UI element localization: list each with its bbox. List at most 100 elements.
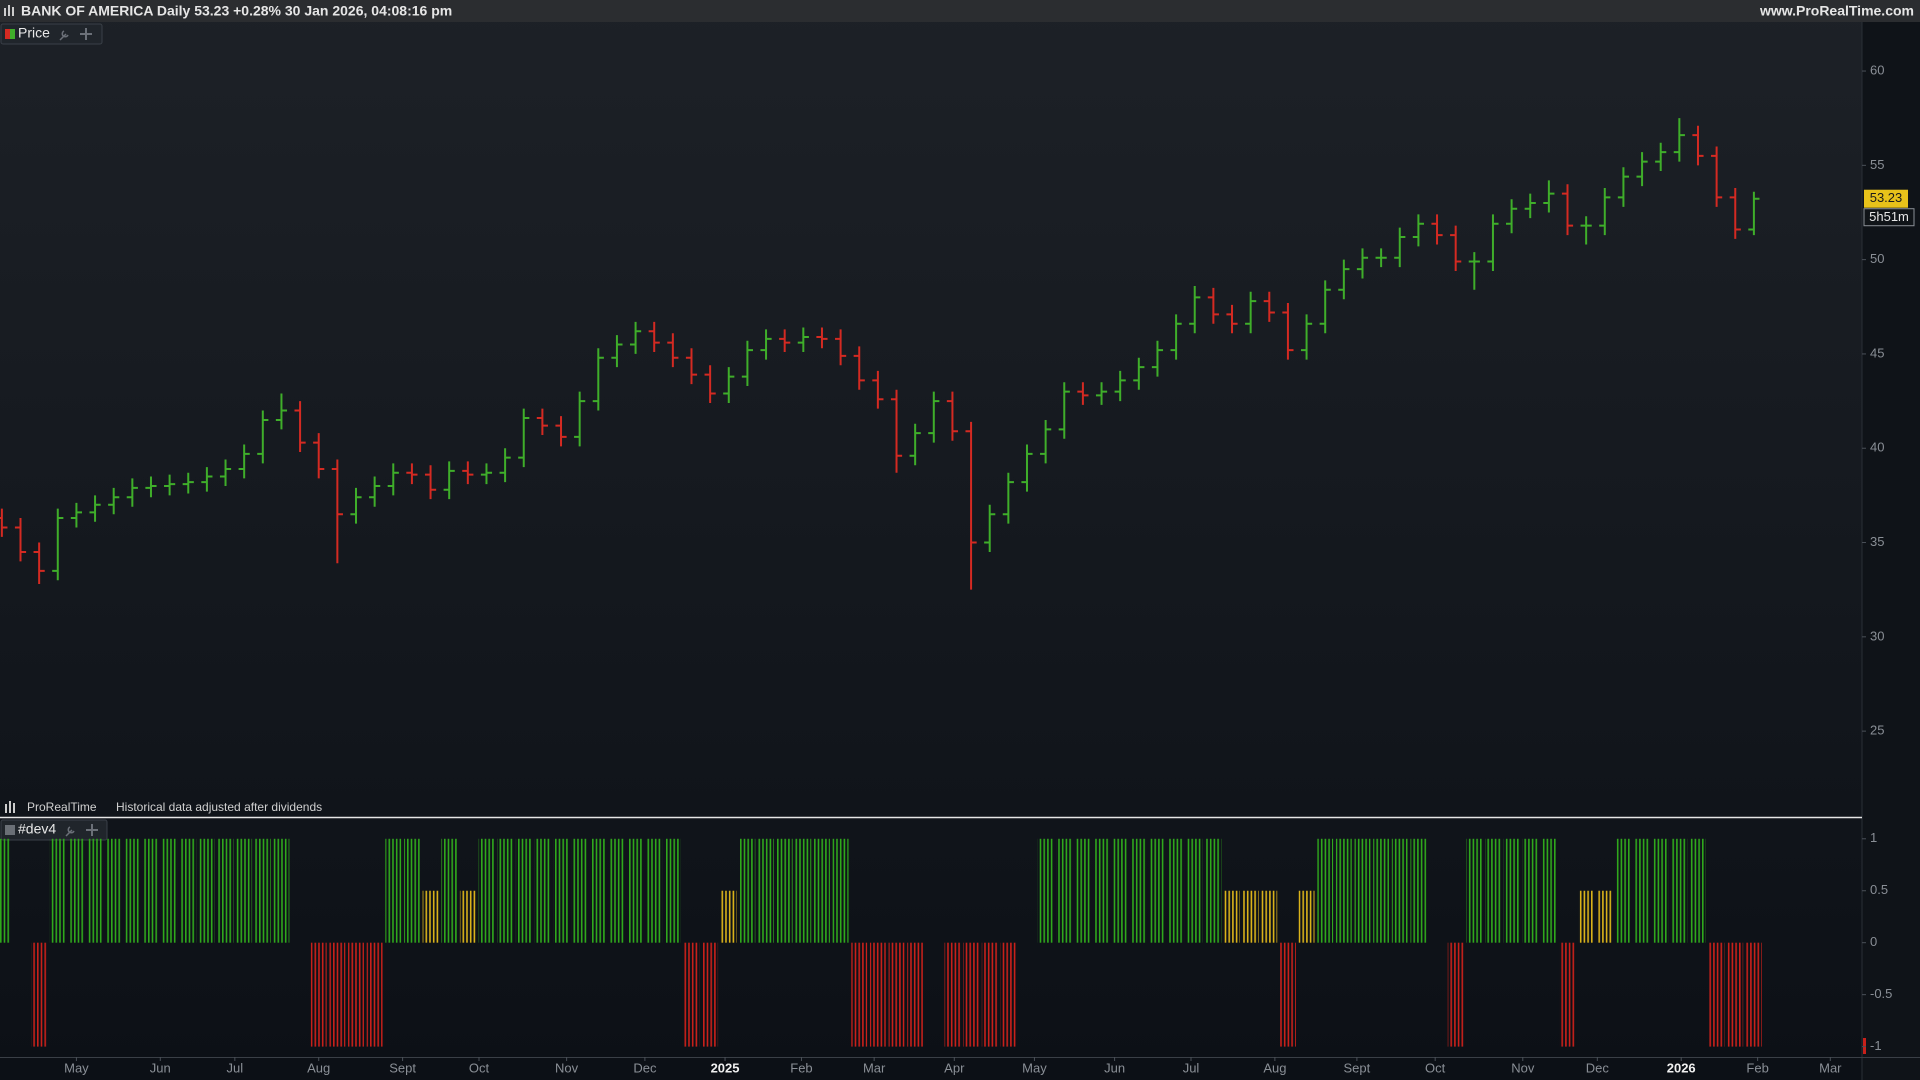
ohlc-bar (928, 391, 940, 443)
x-tick-label: Mar (863, 1060, 886, 1075)
indicator-bar (1634, 838, 1650, 943)
indicator-bar (1615, 838, 1632, 943)
ohlc-bar (238, 444, 250, 479)
indicator-bar (981, 942, 998, 1047)
indicator-bar (1503, 838, 1520, 943)
indicator-bar (1708, 942, 1725, 1047)
ohlc-bar (89, 495, 101, 522)
y-tick-label: 0.5 (1870, 882, 1888, 897)
y-tick-label: 0 (1870, 934, 1877, 949)
ohlc-bar (499, 448, 511, 483)
ohlc-bar (257, 410, 269, 464)
indicator-bar (1540, 838, 1557, 943)
indicator-bar (273, 838, 290, 943)
ohlc-bar (536, 408, 548, 436)
ohlc-bar (518, 408, 530, 468)
ohlc-bar (1095, 382, 1108, 405)
x-tick-label: 2026 (1667, 1060, 1696, 1075)
header-website[interactable]: www.ProRealTime.com (1759, 3, 1914, 19)
axis-background (1862, 22, 1920, 1080)
ohlc-bar (1412, 214, 1424, 247)
ohlc-bar (1673, 118, 1685, 162)
ohlc-bar (70, 502, 83, 528)
ohlc-bar (1487, 214, 1499, 271)
ohlc-bar (1431, 214, 1443, 245)
indicator-bar (1447, 942, 1464, 1047)
indicator-bar (497, 838, 514, 943)
y-tick-label: -1 (1870, 1038, 1882, 1053)
ohlc-bar (1580, 216, 1592, 245)
ohlc-bar (1002, 472, 1014, 524)
axis-marker (1863, 1038, 1866, 1054)
ohlc-bar (1338, 259, 1350, 300)
indicator-bar (1671, 838, 1688, 943)
x-tick-label: Jul (1183, 1060, 1200, 1075)
ohlc-bar (1394, 227, 1406, 268)
ohlc-bar (760, 329, 772, 360)
indicator-bar (1522, 838, 1539, 943)
ohlc-bar (108, 487, 120, 515)
add-icon[interactable] (86, 824, 98, 836)
indicator-bar (1205, 838, 1222, 943)
price-icon (5, 29, 10, 39)
ohlc-bar (294, 401, 306, 453)
y-tick-label: 30 (1870, 628, 1884, 643)
indicator-bar (217, 838, 234, 943)
ohlc-bar (331, 459, 343, 564)
ohlc-bar (872, 370, 884, 409)
indicator-bar (1186, 838, 1203, 943)
indicator-bar (720, 890, 737, 943)
indicator-bar (851, 942, 868, 1047)
ohlc-bar (685, 348, 698, 385)
indicator-bar (1093, 838, 1110, 943)
y-tick-label: 50 (1870, 251, 1884, 266)
ohlc-bar (14, 518, 27, 562)
indicator-bar (1559, 942, 1576, 1047)
ohlc-bar (387, 463, 399, 496)
ohlc-bar (779, 329, 791, 353)
indicator-bar (664, 838, 681, 943)
ohlc-bar (1133, 357, 1145, 390)
indicator-bar (795, 838, 812, 943)
ohlc-bar (1711, 146, 1723, 207)
ohlc-bar (0, 508, 8, 537)
indicator-bar (1373, 838, 1390, 943)
ohlc-bar (1040, 419, 1052, 464)
add-icon[interactable] (80, 28, 92, 40)
ohlc-bar (592, 348, 604, 411)
x-tick-label: Nov (555, 1060, 579, 1075)
indicator-bar (907, 942, 924, 1047)
y-tick-label: 55 (1870, 157, 1884, 172)
ohlc-bar (1450, 225, 1462, 271)
ohlc-bar (1189, 286, 1201, 334)
y-tick-label: -0.5 (1870, 986, 1892, 1001)
ohlc-bar (984, 504, 996, 552)
indicator-panel-title: #dev4 (18, 821, 56, 837)
indicator-bar (1391, 838, 1408, 943)
ohlc-bar (816, 327, 828, 349)
y-tick-label: 40 (1870, 440, 1884, 455)
indicator-bar (1224, 890, 1240, 943)
settings-icon[interactable] (65, 826, 75, 837)
ohlc-bar (424, 465, 437, 500)
ohlc-bar (1226, 304, 1238, 334)
indicator-bar (124, 838, 141, 943)
ohlc-bar (406, 463, 418, 485)
ohlc-bar (890, 389, 903, 473)
last-price-label: 53.23 (1870, 190, 1903, 205)
indicator-icon (5, 825, 15, 835)
ohlc-bar (574, 391, 586, 447)
ohlc-bar (909, 423, 921, 466)
indicator-bar (254, 838, 271, 943)
indicator-bar (758, 838, 774, 943)
x-tick-label: Jun (1104, 1060, 1125, 1075)
price-label-box[interactable] (0, 23, 103, 45)
settings-icon[interactable] (59, 30, 69, 41)
indicator-bar (646, 838, 663, 943)
source-icon (5, 801, 15, 813)
ohlc-bar (164, 474, 176, 496)
indicator-bar (366, 942, 383, 1047)
indicator-bar (1242, 890, 1259, 943)
ohlc-bar (1114, 370, 1126, 402)
